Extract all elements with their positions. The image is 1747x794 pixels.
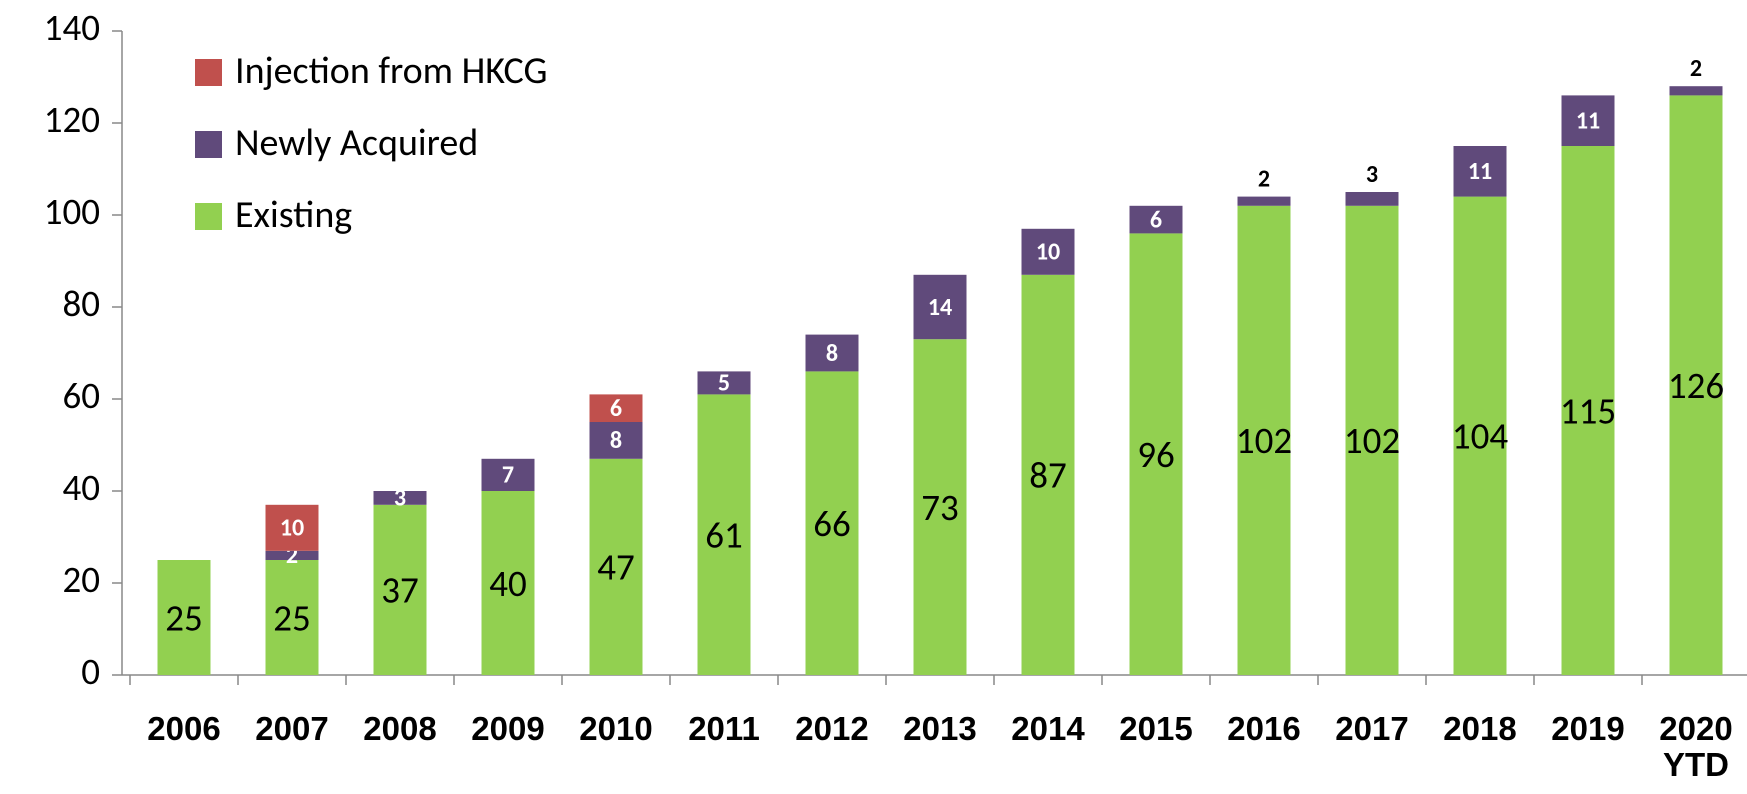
- bar-segment: [913, 339, 967, 675]
- x-tick-label: 2011: [688, 710, 760, 747]
- x-tick-label: 2014: [1011, 710, 1085, 747]
- value-label: 66: [813, 501, 851, 546]
- bar-segment: [589, 394, 643, 422]
- value-label: 40: [489, 561, 527, 606]
- value-label: 11: [1576, 107, 1600, 136]
- value-label: 3: [394, 484, 406, 513]
- value-label: 6: [1150, 205, 1162, 234]
- bar-segment: [373, 491, 427, 505]
- value-label: 102: [1344, 418, 1400, 463]
- x-tick-label: 2017: [1335, 710, 1409, 747]
- value-label: 6: [610, 394, 622, 423]
- x-tick-label: 2018: [1443, 710, 1517, 747]
- bar-segment: [481, 458, 535, 491]
- value-label: 2: [1690, 54, 1702, 83]
- bar-segment: [805, 334, 859, 372]
- bar-segment: [373, 504, 427, 675]
- legend-swatch: [195, 59, 222, 86]
- value-label: 96: [1137, 432, 1175, 477]
- bar-segment: [1129, 233, 1183, 675]
- y-tick-label: 20: [62, 557, 100, 602]
- bar-segment: [1669, 95, 1723, 675]
- value-label: 5: [718, 369, 730, 398]
- legend-label: Newly Acquired: [235, 120, 478, 166]
- bar-segment: [265, 550, 319, 560]
- x-tick-label: 2012: [795, 710, 869, 747]
- y-tick-label: 80: [62, 281, 100, 326]
- value-label: 11: [1468, 157, 1492, 186]
- legend-swatch: [195, 131, 222, 158]
- value-label: 126: [1668, 363, 1724, 408]
- bar-segment: [1021, 228, 1075, 275]
- bar-segment: [1669, 86, 1723, 96]
- bar-segment: [697, 394, 751, 675]
- bar-segment: [1453, 146, 1507, 197]
- value-label: 10: [280, 514, 304, 543]
- value-label: 102: [1236, 418, 1292, 463]
- value-label: 73: [921, 485, 959, 530]
- bar-segment: [589, 458, 643, 675]
- value-label: 61: [705, 513, 743, 558]
- y-tick-label: 140: [44, 5, 100, 50]
- value-label: 87: [1029, 453, 1067, 498]
- bar-segment: [265, 560, 319, 675]
- value-label: 47: [597, 545, 635, 590]
- x-tick-label: 2019: [1551, 710, 1625, 747]
- value-label: 7: [502, 461, 514, 490]
- value-label: 115: [1560, 388, 1616, 433]
- legend-label: Existing: [235, 192, 352, 238]
- bar-segment: [913, 274, 967, 340]
- x-tick-label: 2008: [363, 710, 437, 747]
- bar-segment: [157, 560, 211, 675]
- value-label: 2: [1258, 164, 1270, 193]
- value-label: 10: [1036, 238, 1060, 267]
- bar-segment: [481, 491, 535, 675]
- x-tick-label: 2007: [255, 710, 329, 747]
- value-label: 25: [273, 595, 311, 640]
- bar-segment: [697, 371, 751, 395]
- value-label: 8: [610, 426, 622, 455]
- value-label: 104: [1452, 414, 1509, 459]
- y-tick-label: 40: [62, 465, 100, 510]
- x-tick-label: 2010: [579, 710, 653, 747]
- bar-segment: [1345, 192, 1399, 206]
- x-tick-label: 2015: [1119, 710, 1193, 747]
- bar-segment: [1237, 205, 1291, 676]
- bar-segment: [1021, 274, 1075, 675]
- x-tick-label: 2013: [903, 710, 977, 747]
- value-label: 25: [165, 595, 203, 640]
- bar-segment: [265, 504, 319, 551]
- value-label: 8: [826, 339, 838, 368]
- value-label: 14: [928, 293, 952, 322]
- value-label: 3: [1366, 160, 1378, 189]
- x-tick-label: 2020 YTD: [1659, 710, 1733, 783]
- legend-label: Injection from HKCG: [235, 48, 547, 94]
- value-label: 37: [381, 568, 419, 613]
- legend-swatch: [195, 203, 222, 230]
- y-tick-label: 120: [44, 97, 100, 142]
- bar-segment: [1561, 146, 1615, 675]
- bar-segment: [1453, 196, 1507, 675]
- bar-segment: [805, 371, 859, 675]
- x-tick-label: 2006: [147, 710, 221, 747]
- bar-segment: [1129, 205, 1183, 234]
- x-tick-label: 2016: [1227, 710, 1301, 747]
- y-tick-label: 60: [62, 373, 100, 418]
- y-tick-label: 100: [44, 189, 100, 234]
- bar-segment: [1345, 205, 1399, 676]
- x-tick-label: 2009: [471, 710, 545, 747]
- y-tick-label: 0: [81, 649, 100, 694]
- bar-segment: [589, 422, 643, 459]
- bar-segment: [1237, 196, 1291, 206]
- bar-segment: [1561, 95, 1615, 146]
